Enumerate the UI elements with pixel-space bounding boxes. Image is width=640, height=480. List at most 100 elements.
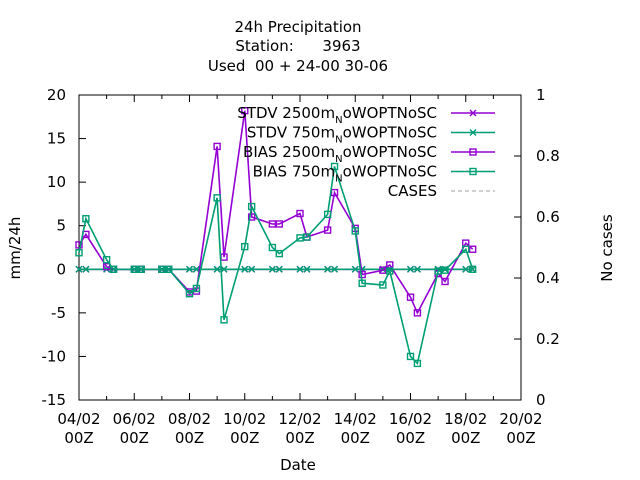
- data-point: [185, 289, 194, 298]
- data-point: [330, 162, 339, 171]
- data-point: [247, 202, 256, 211]
- y-axis-label: mm/24h: [6, 217, 24, 280]
- legend-entry: BIAS 2500mNoWOPTNoSC: [243, 143, 495, 165]
- data-point: [296, 234, 304, 242]
- x-tick-label: 08/02 00Z: [168, 410, 211, 447]
- x-axis-label: Date: [280, 456, 316, 474]
- data-point: [379, 281, 387, 289]
- y-tick-label: 10: [47, 173, 66, 191]
- data-point: [296, 265, 304, 273]
- data-point: [406, 293, 415, 301]
- data-point: [406, 352, 415, 361]
- series-layer: [75, 106, 477, 368]
- data-point: [268, 220, 277, 228]
- data-point: [468, 265, 477, 273]
- y-tick-label: -10: [42, 347, 67, 365]
- y-tick-label: 5: [56, 217, 66, 235]
- data-point: [462, 265, 470, 273]
- data-point: [192, 284, 201, 293]
- data-point: [468, 245, 477, 253]
- legend-marker: [469, 109, 477, 117]
- legend-label: BIAS 750mNoWOPTNoSC: [253, 163, 437, 185]
- legend-entry: STDV 2500mNoWOPTNoSC: [237, 104, 495, 126]
- data-point: [413, 265, 421, 273]
- legend-label: STDV 2500mNoWOPTNoSC: [237, 104, 437, 126]
- data-point: [213, 194, 221, 202]
- data-point: [75, 265, 83, 273]
- data-point: [82, 215, 90, 223]
- data-point: [324, 265, 332, 273]
- y-tick-label: 0: [56, 260, 66, 278]
- data-point: [379, 266, 387, 274]
- data-point: [275, 220, 283, 228]
- x-tick-label: 10/02 00Z: [223, 410, 266, 447]
- legend-entry: BIAS 750mNoWOPTNoSC: [253, 163, 495, 185]
- x-tick-label: 20/02 00Z: [499, 410, 542, 447]
- chart-title-line2: Station: 3963: [235, 37, 360, 55]
- data-point: [275, 265, 283, 273]
- data-point: [268, 243, 277, 252]
- data-point: [102, 262, 111, 271]
- legend-marker: [469, 148, 477, 156]
- x-tick-label: 14/02 00Z: [334, 410, 377, 447]
- legend-marker: [469, 167, 477, 176]
- data-point: [407, 265, 414, 273]
- data-point: [109, 265, 118, 273]
- data-point: [241, 242, 249, 251]
- data-point: [137, 265, 145, 273]
- data-point: [186, 265, 193, 273]
- y2-tick-label: 0.6: [536, 208, 560, 226]
- y2-axis-label: No cases: [598, 214, 616, 282]
- legend-label: CASES: [388, 182, 437, 200]
- data-point: [413, 309, 422, 317]
- data-point: [358, 279, 366, 287]
- data-point: [102, 256, 111, 264]
- legend-entry: STDV 750mNoWOPTNoSC: [247, 124, 495, 146]
- data-point: [213, 142, 221, 151]
- data-point: [441, 266, 449, 274]
- data-point: [296, 209, 304, 218]
- data-point: [303, 265, 311, 273]
- x-tick-label: 18/02 00Z: [444, 410, 487, 447]
- data-point: [158, 265, 166, 273]
- y-tick-label: -15: [42, 391, 67, 409]
- y2-tick-label: 1: [536, 86, 546, 104]
- data-point: [275, 249, 283, 258]
- data-point: [331, 265, 339, 273]
- x-tick-label: 16/02 00Z: [389, 410, 432, 447]
- data-point: [323, 210, 332, 219]
- data-point: [213, 265, 221, 273]
- y2-tick-label: 0: [536, 391, 546, 409]
- data-point: [192, 265, 200, 273]
- data-point: [220, 316, 228, 324]
- chart-title-line1: 24h Precipitation: [234, 18, 361, 36]
- data-point: [130, 265, 138, 273]
- data-point: [75, 241, 83, 249]
- data-point: [386, 267, 394, 275]
- data-point: [165, 265, 173, 273]
- data-point: [248, 265, 256, 273]
- data-point: [462, 245, 470, 253]
- legend-entry: CASES: [388, 182, 495, 200]
- data-point: [247, 213, 256, 221]
- x-tick-label: 12/02 00Z: [278, 410, 321, 447]
- y-tick-label: 20: [47, 86, 66, 104]
- data-point: [241, 106, 249, 115]
- data-point: [75, 249, 83, 257]
- data-point: [268, 265, 276, 273]
- x-tick-label: 04/02 00Z: [57, 410, 100, 447]
- data-point: [434, 267, 442, 275]
- y-tick-label: 15: [47, 130, 66, 148]
- y-tick-label: -5: [51, 304, 66, 322]
- legend-label: BIAS 2500mNoWOPTNoSC: [243, 143, 437, 165]
- chart-title-line3: Used 00 + 24-00 30-06: [208, 57, 388, 75]
- legend-label: STDV 750mNoWOPTNoSC: [247, 124, 437, 146]
- x-tick-label: 06/02 00Z: [113, 410, 156, 447]
- series-3: [75, 162, 477, 368]
- data-point: [323, 226, 332, 234]
- data-point: [82, 265, 90, 273]
- y2-tick-label: 0.8: [536, 147, 560, 165]
- data-point: [241, 265, 249, 273]
